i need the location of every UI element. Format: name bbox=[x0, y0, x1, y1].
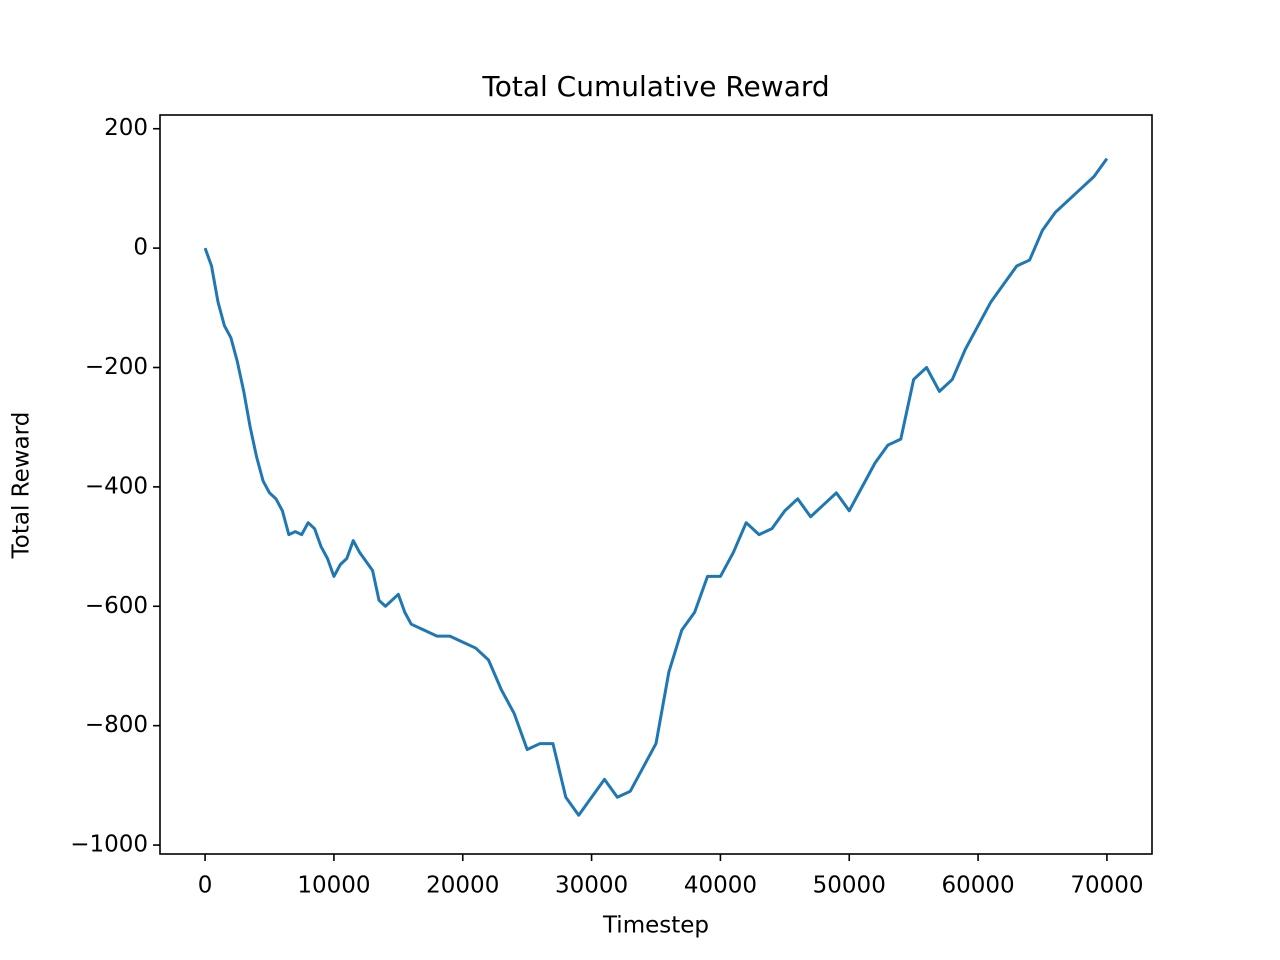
y-tick-label: −200 bbox=[85, 354, 148, 380]
x-axis-label: Timestep bbox=[602, 913, 709, 939]
y-tick-label: 0 bbox=[133, 235, 148, 261]
plot-area bbox=[203, 157, 1109, 817]
y-tick-label: −400 bbox=[85, 473, 148, 499]
chart-title: Total Cumulative Reward bbox=[481, 70, 829, 103]
y-tick-label: −1000 bbox=[70, 832, 148, 858]
y-tick-label: −800 bbox=[85, 712, 148, 738]
x-tick-label: 60000 bbox=[941, 873, 1014, 899]
y-tick-label: 200 bbox=[104, 115, 148, 141]
x-tick-label: 30000 bbox=[555, 873, 628, 899]
x-tick-label: 70000 bbox=[1070, 873, 1143, 899]
x-tick-label: 0 bbox=[198, 873, 213, 899]
y-tick-label: −600 bbox=[85, 593, 148, 619]
axes-frame bbox=[159, 114, 1153, 855]
x-tick-label: 10000 bbox=[297, 873, 370, 899]
x-tick-label: 20000 bbox=[426, 873, 499, 899]
x-tick-label: 40000 bbox=[684, 873, 757, 899]
y-axis-label: Total Reward bbox=[9, 412, 35, 560]
x-tick-label: 50000 bbox=[813, 873, 886, 899]
data-line bbox=[203, 157, 1109, 817]
